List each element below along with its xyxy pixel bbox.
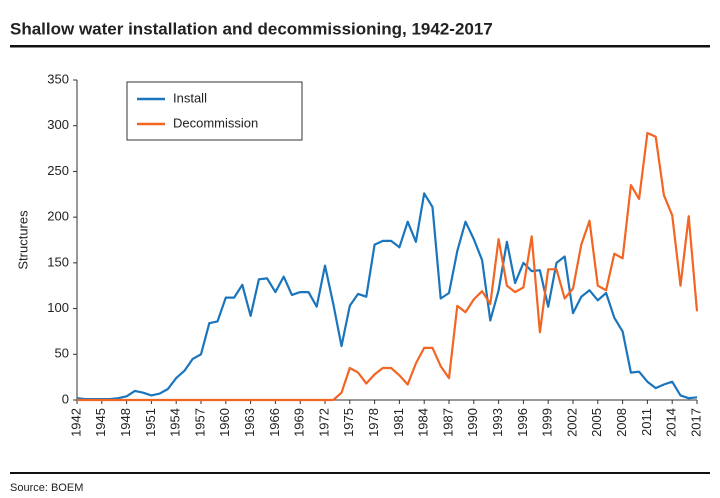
x-tick-label: 2008 [614,408,629,437]
legend-label: Decommission [173,115,258,130]
x-tick-label: 1975 [341,408,356,437]
source: Source: BOEM [10,482,83,494]
x-tick-label: 1951 [143,408,158,437]
x-tick-label: 1981 [391,408,406,437]
y-tick-label: 300 [47,117,69,132]
x-tick-label: 1966 [267,408,282,437]
x-tick-label: 1960 [217,408,232,437]
x-tick-label: 1969 [292,408,307,437]
chart-title: Shallow water installation and decommiss… [10,19,493,38]
legend-box [126,81,303,141]
x-tick-label: 1987 [440,408,455,437]
y-tick-label: 150 [47,254,69,269]
y-axis-label: Structures [15,210,30,270]
x-tick-label: 1963 [242,408,257,437]
x-tick-label: 1954 [168,408,183,437]
y-tick-label: 100 [47,300,69,315]
x-tick-label: 2005 [589,408,604,437]
x-tick-label: 2011 [639,408,654,436]
title-rule [10,45,710,48]
y-tick-label: 200 [47,209,69,224]
x-tick-label: 1999 [540,408,555,437]
x-tick-label: 1942 [68,408,83,437]
x-tick-label: 2002 [564,408,579,437]
series-line [76,192,698,401]
y-tick-label: 250 [47,163,69,178]
x-tick-label: 1993 [490,408,505,437]
x-tick-label: 1945 [93,408,108,437]
series-line [77,131,699,402]
x-tick-label: 1957 [192,408,207,437]
x-tick-label: 1984 [416,408,431,437]
x-tick-label: 2014 [664,408,679,437]
y-tick-label: 350 [47,71,69,86]
footer-rule [10,472,710,474]
y-tick-label: 0 [62,391,69,406]
x-tick-label: 1978 [366,408,381,437]
x-tick-label: 2017 [688,408,703,437]
legend-label: Install [173,90,207,105]
x-tick-label: 1996 [515,408,530,437]
x-tick-label: 1948 [118,408,133,437]
x-tick-label: 1972 [316,408,331,437]
y-tick-label: 50 [55,346,69,361]
x-tick-label: 1990 [465,408,480,437]
